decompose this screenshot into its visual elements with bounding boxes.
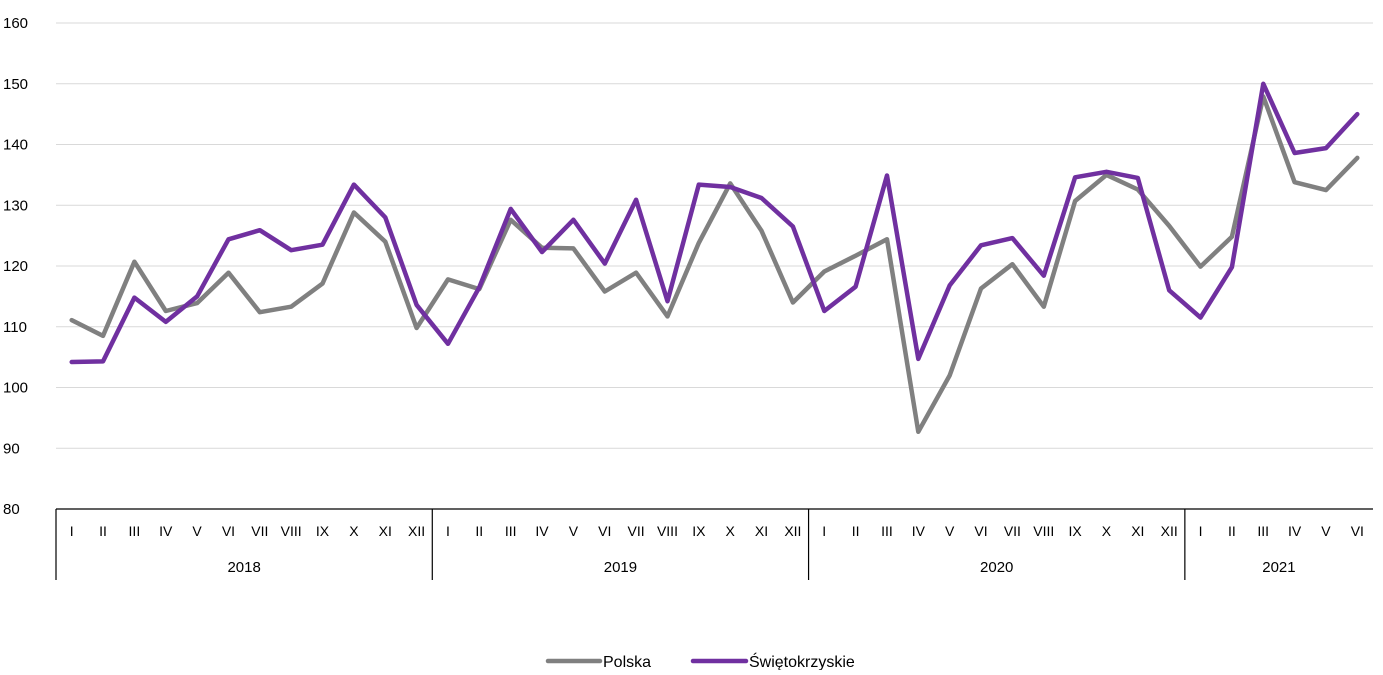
month-tick-label: I: [1199, 523, 1203, 539]
month-tick-label: VI: [222, 523, 235, 539]
month-tick-label: XI: [755, 523, 768, 539]
month-tick-label: IV: [535, 523, 549, 539]
month-tick-label: I: [822, 523, 826, 539]
month-tick-label: I: [70, 523, 74, 539]
y-tick-label: 160: [3, 15, 28, 32]
month-tick-label: IX: [316, 523, 330, 539]
y-tick-label: 150: [3, 76, 28, 93]
month-tick-label: III: [129, 523, 141, 539]
month-tick-label: V: [945, 523, 955, 539]
month-tick-label: VII: [1004, 523, 1021, 539]
month-tick-label: VIII: [1033, 523, 1054, 539]
series-line-swietokrzyskie: [69, 81, 1360, 365]
month-tick-label: II: [1228, 523, 1236, 539]
year-tick-label: 2019: [604, 559, 637, 576]
series-lines: [69, 81, 1360, 435]
month-tick-label: IV: [912, 523, 926, 539]
month-tick-label: VI: [1351, 523, 1364, 539]
y-axis-ticks: 80 90 100 110 120 130 140 150 160: [3, 15, 28, 518]
y-tick-label: 140: [3, 137, 28, 154]
month-tick-label: XII: [1161, 523, 1178, 539]
legend-label: Świętokrzyskie: [749, 652, 855, 670]
month-tick-label: II: [852, 523, 860, 539]
month-tick-label: V: [192, 523, 202, 539]
month-tick-label: II: [99, 523, 107, 539]
gridlines: [56, 22, 1373, 449]
month-tick-label: V: [1321, 523, 1331, 539]
y-tick-label: 110: [3, 319, 27, 336]
month-tick-label: X: [1102, 523, 1112, 539]
year-tick-label: 2020: [980, 559, 1013, 576]
y-tick-label: 130: [3, 197, 28, 214]
month-tick-label: III: [505, 523, 517, 539]
legend-label: Polska: [603, 654, 651, 670]
y-tick-label: 80: [3, 501, 20, 518]
month-tick-label: VII: [251, 523, 268, 539]
month-tick-label: IX: [692, 523, 706, 539]
year-tick-label: 2018: [227, 559, 260, 576]
legend: Polska Świętokrzyskie: [545, 652, 855, 671]
month-tick-label: III: [1257, 523, 1269, 539]
month-tick-label: VIII: [657, 523, 678, 539]
month-tick-label: IX: [1068, 523, 1082, 539]
month-tick-label: X: [349, 523, 359, 539]
month-tick-label: XI: [1131, 523, 1144, 539]
month-tick-label: V: [569, 523, 579, 539]
year-tick-label: 2021: [1262, 559, 1295, 576]
month-tick-label: XII: [784, 523, 801, 539]
month-tick-label: III: [881, 523, 893, 539]
month-tick-label: IV: [159, 523, 173, 539]
month-tick-label: XII: [408, 523, 425, 539]
month-tick-label: VI: [598, 523, 611, 539]
month-tick-label: VII: [628, 523, 645, 539]
series-line-polska: [69, 94, 1360, 435]
month-tick-label: I: [446, 523, 450, 539]
y-tick-label: 120: [3, 258, 28, 275]
month-tick-label: VI: [974, 523, 987, 539]
month-tick-label: VIII: [281, 523, 302, 539]
y-tick-label: 90: [3, 440, 20, 457]
month-tick-label: XI: [379, 523, 392, 539]
month-tick-label: IV: [1288, 523, 1302, 539]
month-tick-label: X: [726, 523, 736, 539]
month-tick-label: II: [475, 523, 483, 539]
y-tick-label: 100: [3, 380, 28, 397]
